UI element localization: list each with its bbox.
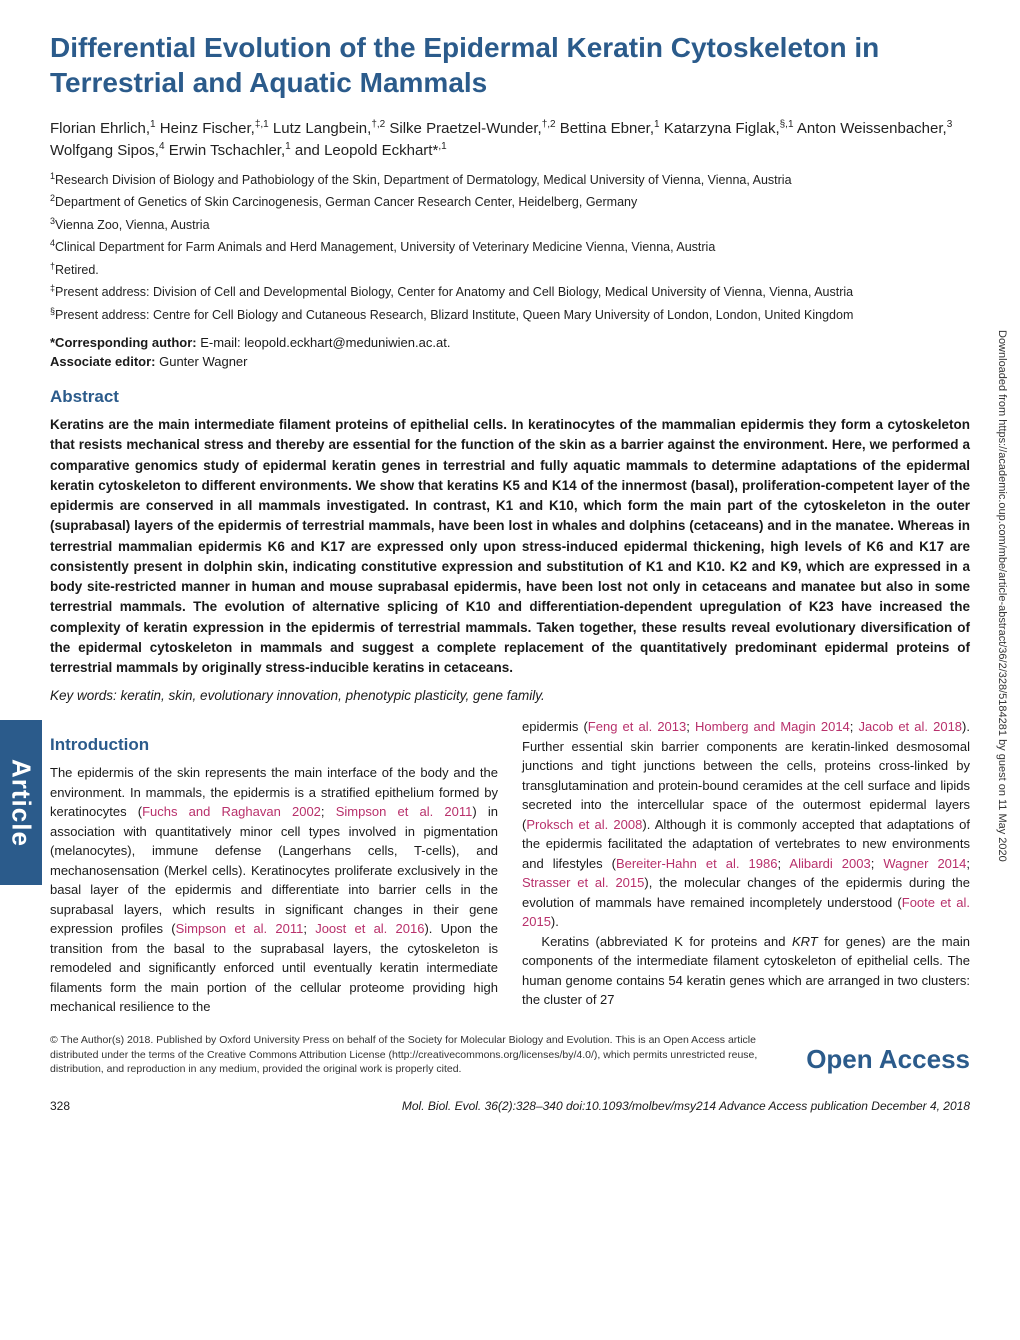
keywords-value: keratin, skin, evolutionary innovation, … [117,688,545,703]
intro-column-left: Introduction The epidermis of the skin r… [50,717,498,1017]
affiliation-item: †Retired. [50,260,970,281]
license-block: © The Author(s) 2018. Published by Oxfor… [50,1033,970,1077]
associate-editor: Associate editor: Gunter Wagner [50,354,970,369]
paper-title: Differential Evolution of the Epidermal … [50,30,970,100]
abstract-heading: Abstract [50,387,970,407]
author-list: Florian Ehrlich,1 Heinz Fischer,‡,1 Lutz… [50,118,970,162]
affiliation-item: 1Research Division of Biology and Pathob… [50,170,970,191]
intro-text-right: epidermis (Feng et al. 2013; Homberg and… [522,717,970,1010]
affiliations-block: 1Research Division of Biology and Pathob… [50,170,970,326]
paper-page: Differential Evolution of the Epidermal … [0,0,1020,1133]
corresponding-value: E-mail: leopold.eckhart@meduniwien.ac.at… [197,335,451,350]
affiliation-item: 3Vienna Zoo, Vienna, Austria [50,215,970,236]
affiliation-item: §Present address: Centre for Cell Biolog… [50,305,970,326]
introduction-heading: Introduction [50,735,498,755]
intro-column-right: epidermis (Feng et al. 2013; Homberg and… [522,717,970,1017]
keywords-label: Key words: [50,688,117,703]
abstract-text: Keratins are the main intermediate filam… [50,415,970,678]
intro-columns: Introduction The epidermis of the skin r… [50,717,970,1017]
affiliation-item: 2Department of Genetics of Skin Carcinog… [50,192,970,213]
corresponding-label: *Corresponding author: [50,335,197,350]
affiliation-item: 4Clinical Department for Farm Animals an… [50,237,970,258]
intro-text-left: The epidermis of the skin represents the… [50,763,498,1017]
corresponding-author: *Corresponding author: E-mail: leopold.e… [50,335,970,350]
editor-label: Associate editor: [50,354,155,369]
open-access-badge: Open Access [806,1041,970,1077]
page-footer: 328 Mol. Biol. Evol. 36(2):328–340 doi:1… [50,1093,970,1113]
license-text: © The Author(s) 2018. Published by Oxfor… [50,1034,757,1075]
journal-citation: Mol. Biol. Evol. 36(2):328–340 doi:10.10… [402,1099,970,1113]
affiliation-item: ‡Present address: Division of Cell and D… [50,282,970,303]
page-number: 328 [50,1099,70,1113]
editor-value: Gunter Wagner [155,354,247,369]
keywords-line: Key words: keratin, skin, evolutionary i… [50,688,970,703]
